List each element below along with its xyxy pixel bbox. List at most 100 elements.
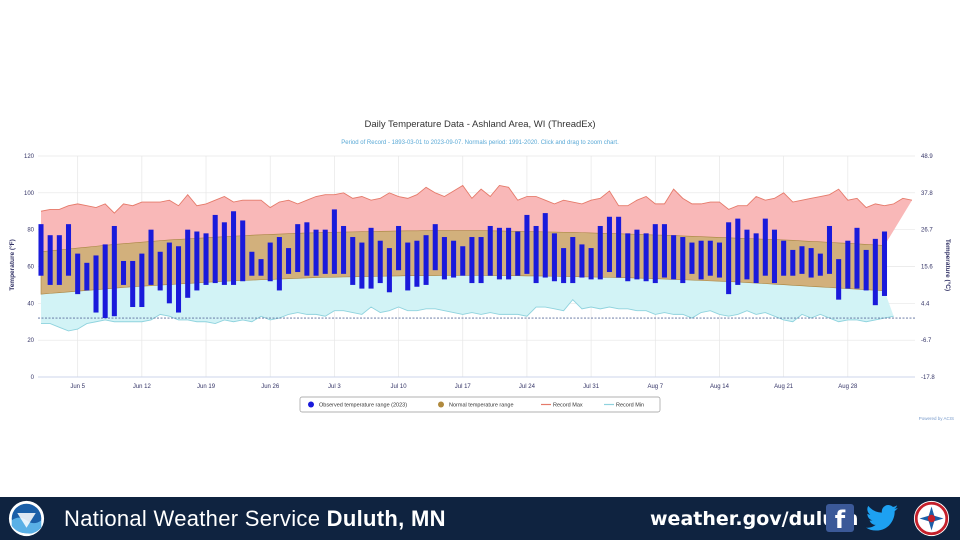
observed-bar: [588, 248, 594, 280]
observed-bar: [368, 227, 374, 289]
observed-bar: [597, 225, 603, 280]
x-tick-label: Aug 7: [647, 384, 663, 390]
powered-by-credit[interactable]: Powered by ACIS: [918, 416, 954, 421]
observed-bar: [451, 240, 457, 278]
observed-bar: [405, 242, 411, 291]
observed-bar: [460, 246, 466, 276]
x-tick-label: Aug 21: [774, 384, 794, 390]
observed-bar: [698, 240, 704, 280]
observed-bar: [542, 213, 548, 278]
y-tick-label-right: -17.8: [921, 375, 935, 381]
observed-bar: [396, 225, 402, 271]
observed-bar: [606, 216, 612, 273]
observed-bar: [286, 248, 292, 274]
y-tick-label-right: 15.6: [921, 265, 933, 271]
y-tick-label-right: 4.4: [921, 301, 930, 307]
record-max-area: [41, 185, 912, 252]
legend-marker: [308, 401, 314, 408]
observed-bar: [872, 238, 878, 306]
observed-bar: [240, 220, 246, 282]
observed-bar: [176, 246, 182, 313]
y-tick-label-right: -6.7: [921, 338, 932, 344]
observed-bar: [47, 235, 53, 285]
observed-bar: [102, 244, 108, 319]
observed-bar: [276, 237, 282, 291]
twitter-icon[interactable]: [866, 504, 898, 532]
y-tick-label-right: 26.7: [921, 228, 933, 234]
observed-bar: [753, 233, 759, 284]
x-tick-label: Jun 19: [197, 384, 216, 390]
observed-bar: [478, 237, 484, 284]
observed-bar: [139, 253, 145, 308]
observed-bar: [826, 225, 833, 274]
legend-label: Record Max: [553, 403, 583, 409]
observed-bar: [762, 218, 768, 276]
observed-bar: [194, 231, 200, 291]
legend-marker: [438, 401, 444, 408]
observed-bar: [75, 253, 81, 295]
observed-bar: [120, 260, 127, 285]
observed-bar: [661, 224, 667, 278]
legend-label: Observed temperature range (2023): [319, 403, 407, 409]
observed-bar: [130, 260, 136, 308]
temperature-chart[interactable]: Daily Temperature Data - Ashland Area, W…: [0, 110, 960, 430]
noaa-logo-icon: [8, 500, 45, 537]
record-max-line: [40, 184, 913, 214]
x-tick-label: Jul 17: [455, 384, 472, 390]
observed-bar: [487, 225, 493, 276]
x-tick-label: Jul 10: [391, 384, 408, 390]
website-link[interactable]: weather.gov/duluth: [650, 508, 859, 530]
observed-bar: [671, 235, 677, 280]
observed-bar: [808, 248, 814, 278]
observed-bar: [185, 229, 191, 298]
observed-bar: [836, 259, 842, 300]
observed-bar: [680, 237, 686, 284]
observed-bar: [735, 218, 741, 285]
observed-bar: [65, 224, 72, 276]
y-tick-label-left: 0: [31, 375, 35, 381]
observed-bar: [304, 222, 310, 276]
observed-bar: [212, 214, 218, 284]
observed-bar: [817, 253, 823, 276]
observed-bar: [625, 233, 631, 282]
observed-bar: [845, 240, 851, 289]
chart-area[interactable]: Daily Temperature Data - Ashland Area, W…: [0, 110, 960, 430]
observed-bar: [331, 209, 337, 274]
observed-bar: [341, 225, 347, 274]
observed-bar: [790, 249, 796, 276]
observed-bar: [157, 251, 163, 291]
x-tick-label: Aug 28: [838, 384, 858, 390]
y-tick-label-left: 40: [27, 301, 34, 307]
observed-bar: [533, 225, 539, 284]
observed-bar: [359, 242, 365, 289]
observed-bar: [93, 255, 99, 313]
y-tick-label-left: 20: [27, 338, 34, 344]
observed-bar: [249, 251, 255, 276]
legend-box: [299, 396, 661, 413]
observed-bar: [84, 262, 90, 291]
x-tick-label: Jun 5: [70, 384, 85, 390]
x-tick-label: Jun 12: [133, 384, 152, 390]
observed-bar: [231, 211, 237, 285]
observed-bar: [469, 237, 475, 284]
observed-bar: [506, 227, 512, 280]
observed-bar: [781, 240, 787, 276]
observed-bar: [561, 248, 567, 284]
observed-bar: [854, 227, 860, 289]
y-axis-label-left: Temperature (°F): [8, 239, 16, 291]
observed-bar: [707, 240, 713, 276]
observed-bar: [166, 242, 172, 304]
y-tick-label-left: 80: [27, 228, 34, 234]
y-tick-label-left: 100: [24, 191, 35, 197]
facebook-icon[interactable]: f: [826, 504, 854, 534]
observed-bar: [267, 242, 273, 282]
organization-prefix: National Weather Service: [64, 506, 321, 531]
y-tick-label-right: 48.9: [921, 154, 933, 160]
observed-bar: [799, 246, 805, 274]
observed-bar: [652, 224, 658, 284]
observed-bar: [386, 248, 392, 293]
observed-bar: [38, 224, 44, 276]
x-tick-label: Jul 31: [583, 384, 600, 390]
x-tick-label: Jun 26: [261, 384, 280, 390]
x-tick-label: Aug 14: [710, 384, 730, 390]
